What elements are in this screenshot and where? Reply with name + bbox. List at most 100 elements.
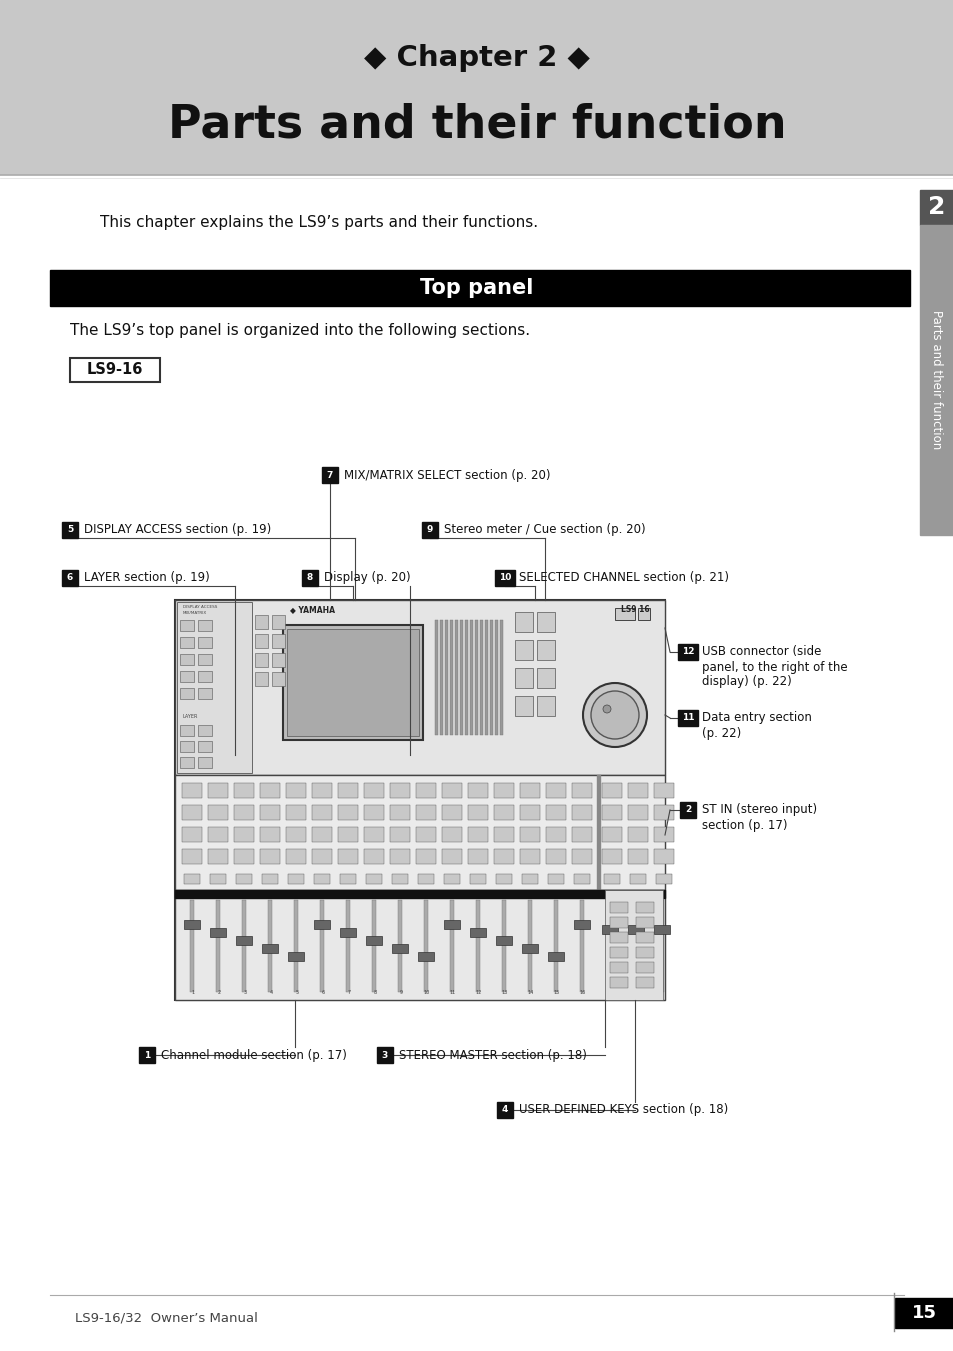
Circle shape — [602, 705, 610, 713]
Text: USB connector (side: USB connector (side — [701, 646, 821, 658]
Bar — [417, 874, 434, 884]
Bar — [479, 620, 482, 735]
Bar — [609, 977, 627, 988]
Text: 15: 15 — [910, 1304, 936, 1323]
Text: 3: 3 — [243, 989, 246, 994]
Bar — [184, 920, 200, 929]
Bar — [174, 775, 664, 890]
Bar — [654, 827, 673, 842]
Bar — [283, 626, 422, 740]
Bar — [468, 805, 488, 820]
Text: 8: 8 — [373, 989, 376, 994]
Bar — [494, 784, 514, 798]
Bar — [468, 827, 488, 842]
Bar — [286, 784, 306, 798]
Text: panel, to the right of the: panel, to the right of the — [701, 661, 846, 674]
Text: 5: 5 — [295, 989, 298, 994]
Text: Display (p. 20): Display (p. 20) — [324, 571, 410, 585]
Bar — [629, 874, 645, 884]
Bar — [390, 805, 410, 820]
Bar — [180, 725, 193, 736]
Bar — [519, 827, 539, 842]
Bar — [233, 827, 253, 842]
Bar — [235, 936, 252, 944]
Bar — [272, 615, 285, 630]
Bar — [603, 874, 619, 884]
Bar — [174, 600, 664, 775]
Bar — [312, 827, 332, 842]
Text: 12: 12 — [476, 989, 481, 994]
Bar — [545, 827, 565, 842]
Bar — [260, 805, 280, 820]
Bar — [312, 848, 332, 865]
Bar — [636, 902, 654, 913]
Bar — [416, 805, 436, 820]
Text: 13: 13 — [501, 989, 508, 994]
Bar — [515, 667, 533, 688]
Bar — [475, 620, 477, 735]
Bar — [545, 848, 565, 865]
Bar — [272, 653, 285, 667]
Bar — [339, 874, 355, 884]
Bar — [62, 570, 78, 586]
Bar — [515, 696, 533, 716]
Text: 1: 1 — [192, 989, 194, 994]
Circle shape — [590, 690, 639, 739]
Text: 8: 8 — [307, 574, 313, 582]
Bar — [515, 612, 533, 632]
Bar — [435, 620, 437, 735]
Bar — [495, 620, 497, 735]
Text: section (p. 17): section (p. 17) — [701, 819, 786, 831]
Bar — [572, 848, 592, 865]
Bar — [615, 608, 635, 620]
Bar — [497, 1102, 513, 1119]
Text: DISPLAY ACCESS: DISPLAY ACCESS — [183, 605, 217, 609]
Bar — [519, 784, 539, 798]
Bar — [601, 805, 621, 820]
Bar — [450, 900, 454, 992]
Bar — [287, 630, 418, 736]
Bar — [180, 757, 193, 767]
Text: 9: 9 — [426, 526, 433, 535]
Bar — [441, 805, 461, 820]
Bar — [254, 653, 268, 667]
Bar — [337, 827, 357, 842]
Bar — [70, 358, 160, 382]
Bar — [364, 805, 384, 820]
Bar — [260, 784, 280, 798]
Bar — [254, 615, 268, 630]
Bar — [392, 944, 408, 952]
Bar — [678, 644, 698, 661]
Bar — [515, 640, 533, 661]
Bar — [180, 654, 193, 665]
Bar — [527, 900, 532, 992]
Bar — [468, 784, 488, 798]
Bar — [198, 638, 212, 648]
Bar — [272, 671, 285, 686]
Bar — [521, 874, 537, 884]
Bar — [609, 902, 627, 913]
Bar — [545, 805, 565, 820]
Text: LAYER: LAYER — [183, 713, 198, 719]
Bar — [636, 932, 654, 943]
Bar — [609, 917, 627, 928]
Bar — [443, 874, 459, 884]
Bar — [574, 874, 589, 884]
Bar — [288, 952, 304, 961]
Bar — [177, 603, 252, 773]
Bar — [286, 805, 306, 820]
Bar — [459, 620, 462, 735]
Bar — [260, 827, 280, 842]
Bar — [636, 977, 654, 988]
Bar — [609, 962, 627, 973]
Text: 14: 14 — [527, 989, 534, 994]
Bar — [235, 874, 252, 884]
Bar — [490, 620, 493, 735]
Bar — [421, 521, 437, 538]
Bar — [364, 848, 384, 865]
Bar — [198, 620, 212, 631]
Bar — [654, 805, 673, 820]
Text: 11: 11 — [681, 713, 694, 723]
Bar — [656, 874, 671, 884]
Bar — [441, 848, 461, 865]
